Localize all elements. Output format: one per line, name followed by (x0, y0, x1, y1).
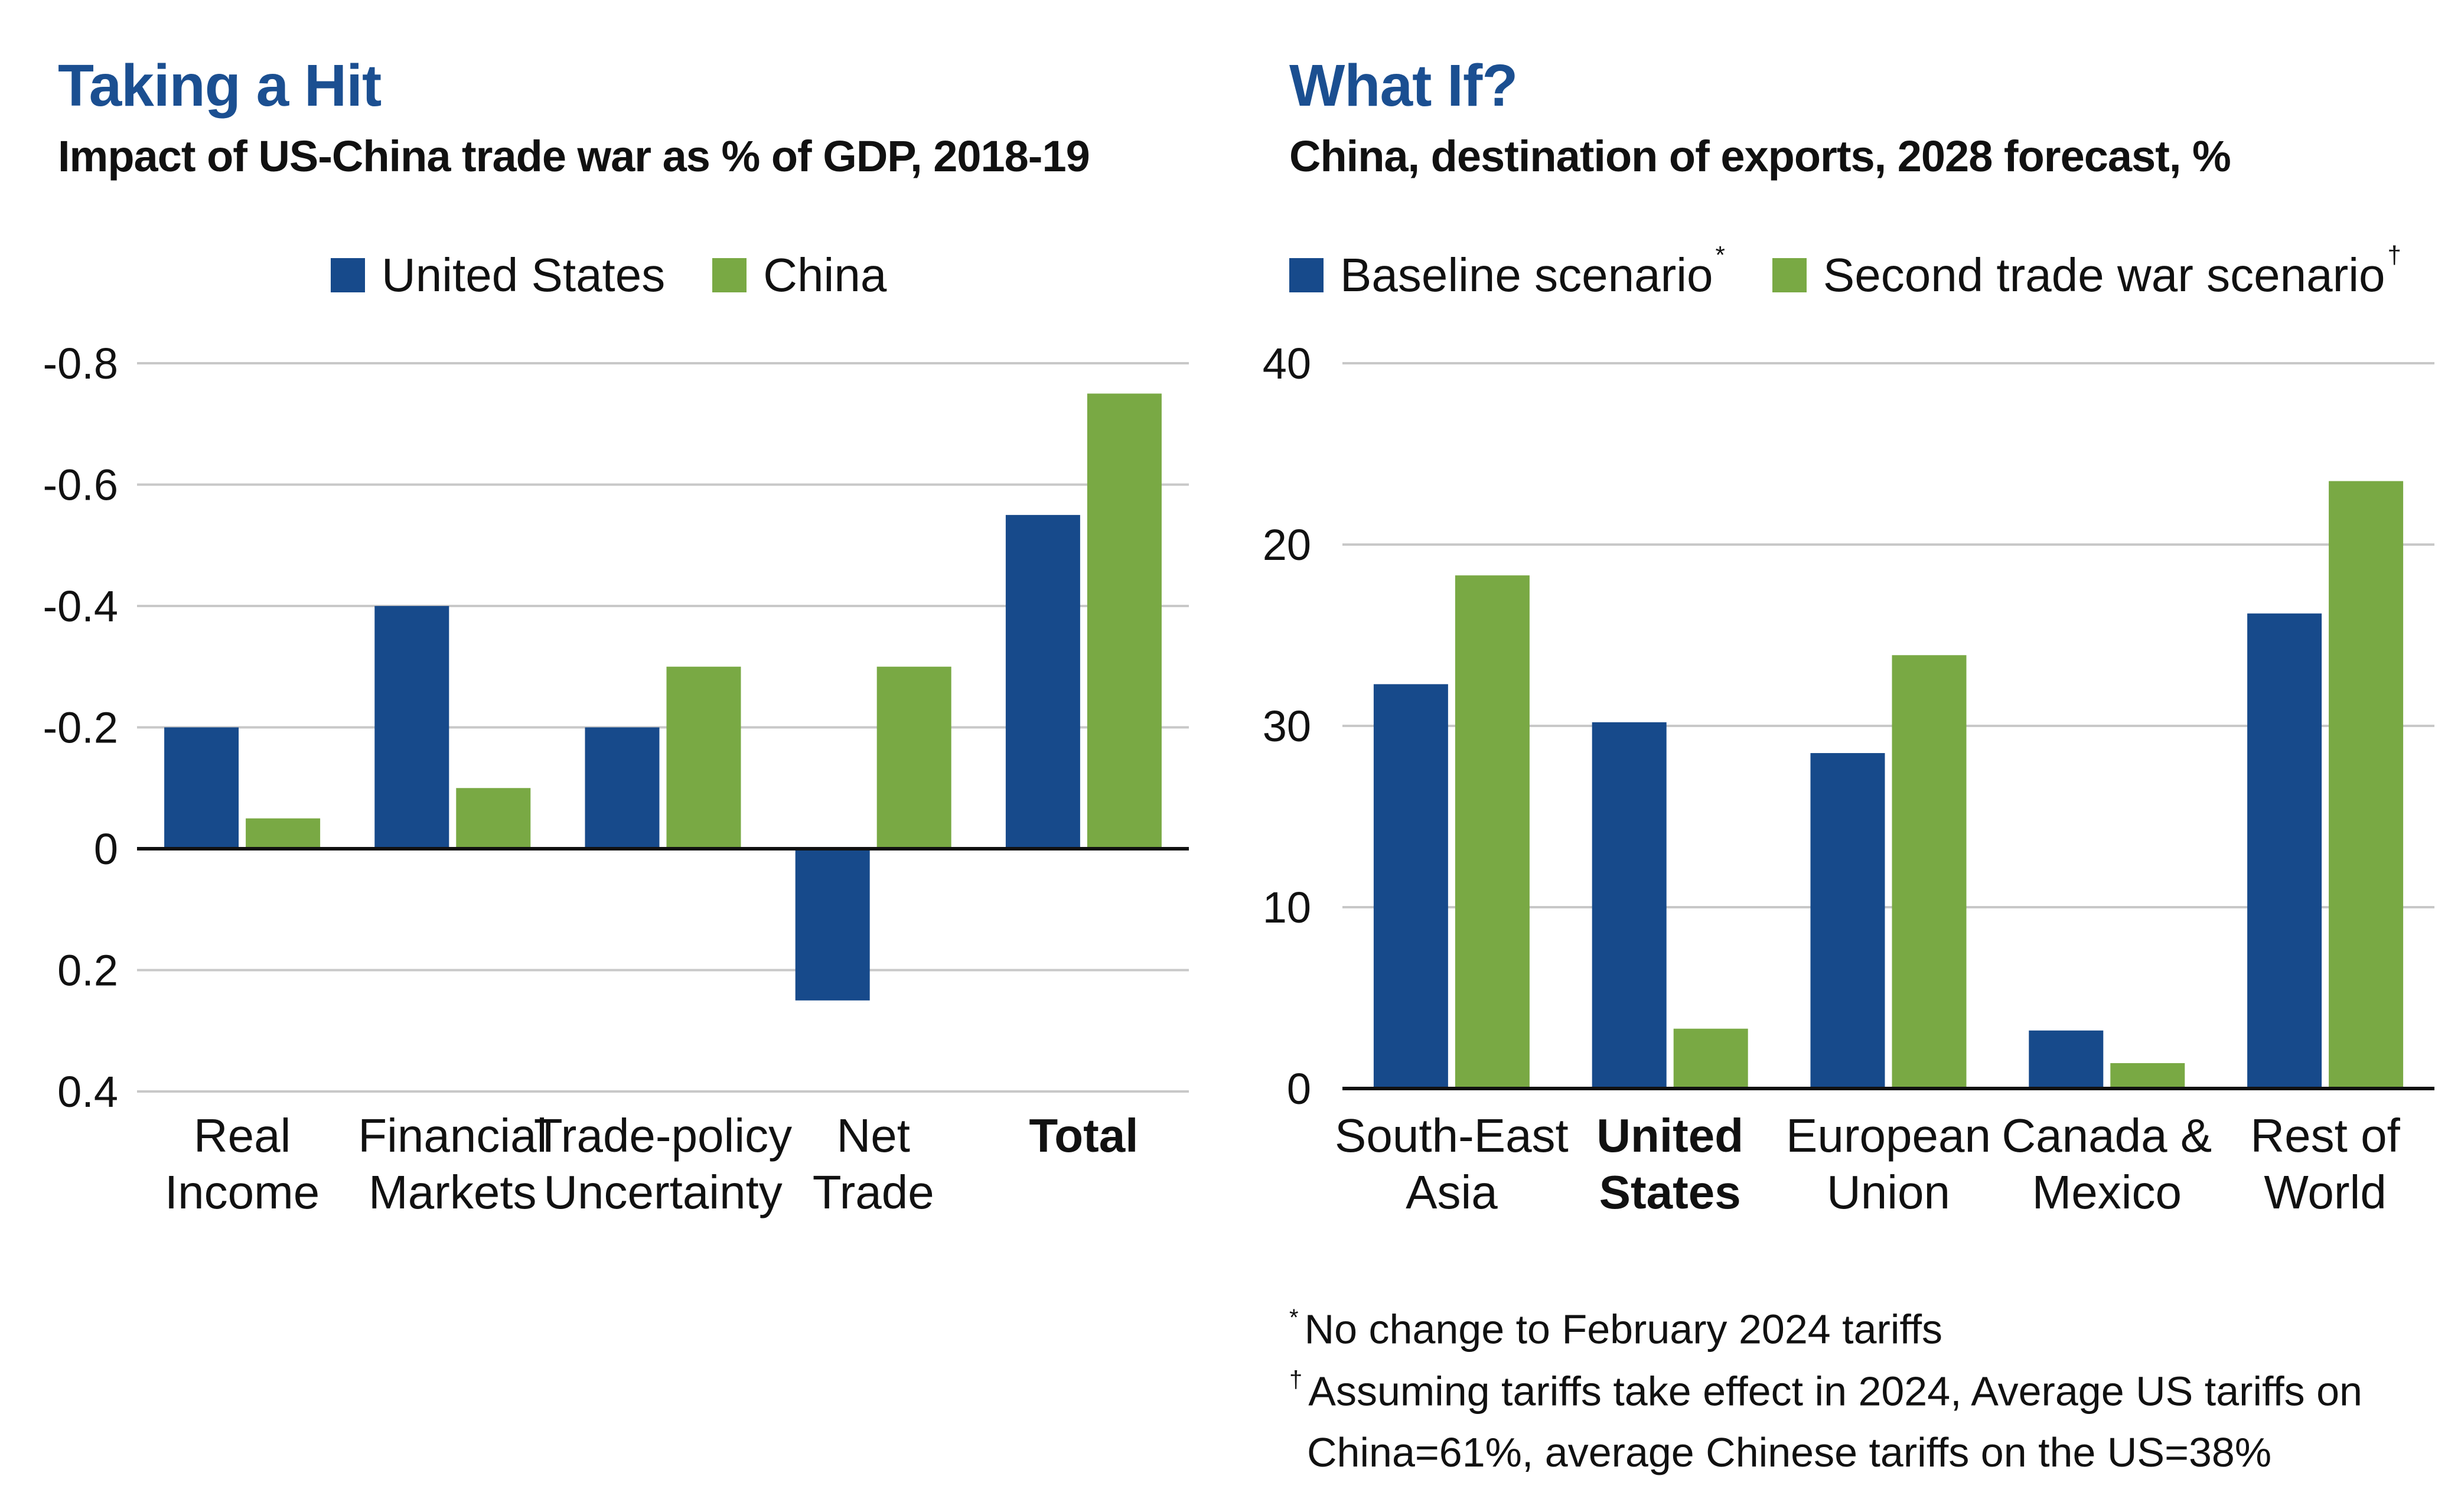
bar-rest-of-world-baseline-scenario (2247, 613, 2322, 1089)
x-category-label: United (1596, 1109, 1743, 1162)
y-tick-label: 20 (1263, 520, 1311, 569)
y-tick-label: -0.8 (43, 339, 118, 388)
left-chart-subtitle: Impact of US-China trade war as % of GDP… (58, 132, 1090, 181)
y-tick-label: 10 (1263, 883, 1311, 932)
legend-label-china: China (763, 249, 887, 301)
x-category-label: Mexico (2032, 1166, 2182, 1218)
bar-net-trade-united-states (795, 849, 870, 1001)
legend-swatch-china (712, 258, 747, 292)
x-category-label: Net (836, 1109, 910, 1162)
x-category-label: Income (165, 1166, 320, 1218)
y-tick-label: -0.6 (43, 461, 118, 510)
footnote-mark-dagger: † (1289, 1367, 1303, 1393)
x-category-label: Union (1827, 1166, 1950, 1218)
bar-united-states-baseline-scenario (1592, 722, 1667, 1089)
y-tick-label: -0.2 (43, 703, 118, 752)
legend-label-united-states: United States (382, 249, 666, 301)
footnote-mark-star: * (1289, 1305, 1299, 1331)
x-category-label: Asia (1406, 1166, 1498, 1218)
legend-swatch-baseline (1289, 258, 1324, 292)
y-tick-label: 40 (1263, 339, 1311, 388)
footnote-text-baseline: No change to February 2024 tariffs (1304, 1306, 1943, 1353)
bar-south-east-asia-second-trade-war-scenario (1455, 575, 1530, 1089)
x-category-label: Trade (813, 1166, 934, 1218)
bar-rest-of-world-second-trade-war-scenario (2329, 481, 2404, 1089)
x-category-label: States (1599, 1166, 1741, 1218)
footnote-trade-war: † Assuming tariffs take effect in 2024, A… (1289, 1353, 2362, 1483)
bar-financial-markets-china (456, 788, 531, 849)
y-tick-label: 0 (94, 825, 118, 874)
right-chart-subtitle: China, destination of exports, 2028 fore… (1289, 132, 2231, 181)
x-category-label: South-East (1335, 1109, 1569, 1162)
y-tick-label: 0.4 (57, 1067, 118, 1116)
bar-european-union-second-trade-war-scenario (1892, 655, 1967, 1089)
legend-mark-second-trade-war: † (2387, 241, 2401, 269)
bar-financial-markets-united-states (374, 606, 449, 849)
x-category-label: Markets (369, 1166, 537, 1218)
y-tick-label: 0.2 (57, 946, 118, 995)
x-category-label: Real (194, 1109, 291, 1162)
legend-label-baseline: Baseline scenario (1340, 249, 1713, 301)
x-category-label: Trade-policy (534, 1109, 792, 1162)
bar-total-united-states (1005, 514, 1080, 849)
x-category-label: European (1786, 1109, 1991, 1162)
x-category-label: Financial (358, 1109, 547, 1162)
y-tick-label: -0.4 (43, 582, 118, 631)
bar-united-states-second-trade-war-scenario (1673, 1028, 1748, 1089)
legend-swatch-united-states (331, 258, 365, 292)
legend-mark-baseline: * (1715, 241, 1725, 269)
legend-swatch-second-trade-war (1772, 258, 1807, 292)
y-tick-label: 0 (1287, 1064, 1311, 1113)
bar-canada-mexico-second-trade-war-scenario (2110, 1063, 2185, 1089)
bar-net-trade-china (876, 666, 951, 849)
footnote-baseline: * No change to February 2024 tariffs (1289, 1291, 1942, 1360)
y-tick-label: 30 (1263, 702, 1311, 751)
x-category-label: Total (1029, 1109, 1138, 1162)
right-chart-title: What If? (1289, 53, 1518, 119)
bar-total-china (1087, 393, 1162, 849)
bar-european-union-baseline-scenario (1810, 753, 1885, 1089)
footnote-text-trade-war-line-1: Assuming tariffs take effect in 2024, Av… (1308, 1368, 2362, 1415)
bar-trade-policy-uncertainty-china (666, 666, 741, 849)
bar-south-east-asia-baseline-scenario (1373, 684, 1448, 1089)
x-category-label: Canada & (2002, 1109, 2212, 1162)
legend-entry-china: China (712, 248, 886, 302)
right-chart-legend: Baseline scenario * Second trade war scen… (1289, 241, 2449, 302)
bar-canada-mexico-baseline-scenario (2029, 1030, 2104, 1089)
legend-entry-united-states: United States (331, 248, 665, 302)
legend-entry-second-trade-war: Second trade war scenario † (1772, 241, 2401, 302)
bar-trade-policy-uncertainty-united-states (585, 727, 660, 849)
x-category-label: Rest of (2250, 1109, 2400, 1162)
left-chart-legend: United States China (331, 248, 934, 302)
left-chart-title: Taking a Hit (58, 53, 382, 119)
legend-entry-baseline: Baseline scenario * (1289, 241, 1725, 302)
x-category-label: World (2264, 1166, 2386, 1218)
legend-label-second-trade-war: Second trade war scenario (1823, 249, 2385, 301)
x-category-label: Uncertainty (543, 1166, 783, 1218)
bar-real-income-united-states (164, 727, 239, 849)
footnote-text-trade-war-line-2: China=61%, average Chinese tariffs on th… (1307, 1429, 2272, 1476)
bar-real-income-china (246, 818, 321, 849)
